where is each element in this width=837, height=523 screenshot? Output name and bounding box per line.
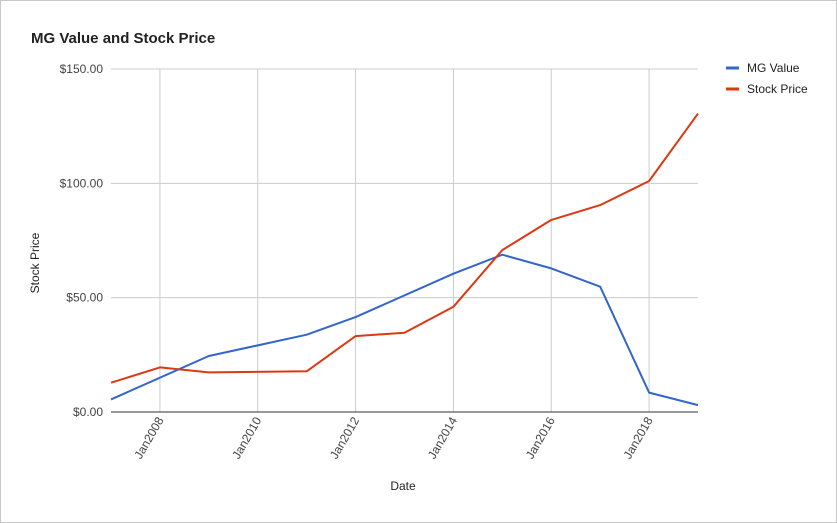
x-tick-label: Jan2008: [131, 414, 166, 461]
x-tick-label: Jan2016: [523, 414, 558, 461]
series-lines: [110, 113, 699, 407]
y-axis-title: Stock Price: [28, 232, 42, 293]
x-tick-label: Jan2010: [229, 414, 264, 461]
y-tick-label: $50.00: [66, 291, 103, 305]
y-tick-label: $150.00: [60, 62, 104, 76]
chart-title: MG Value and Stock Price: [31, 30, 215, 47]
y-tick-label: $100.00: [60, 176, 104, 190]
x-axis-ticks: Jan2008 Jan2010 Jan2012 Jan2014 Jan2016 Jan20…: [131, 414, 655, 461]
legend-label: Stock Price: [747, 82, 808, 96]
x-axis-title: Date: [390, 479, 416, 493]
y-tick-label: $0.00: [73, 405, 103, 419]
series-line-stock-price: [110, 113, 699, 384]
legend-label: MG Value: [747, 61, 800, 75]
x-tick-label: Jan2012: [327, 414, 362, 461]
grid: [111, 68, 698, 412]
x-tick-label: Jan2018: [621, 414, 656, 461]
series-line-mg-value: [110, 253, 699, 407]
legend: MG Value Stock Price: [726, 61, 808, 96]
x-tick-label: Jan2014: [425, 414, 460, 461]
y-axis-ticks: $0.00 $50.00 $100.00 $150.00: [60, 62, 104, 419]
